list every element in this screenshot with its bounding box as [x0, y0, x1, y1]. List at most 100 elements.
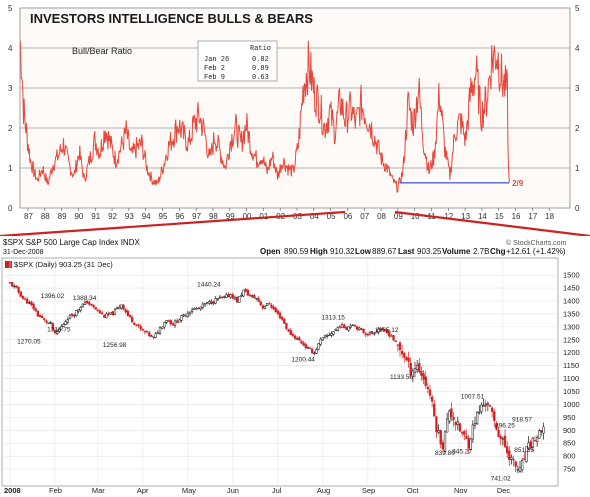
spx-candle-body	[441, 442, 445, 450]
spx-candle-body	[465, 435, 468, 439]
spx-candle-body	[445, 418, 449, 433]
ii-x-tick-label: 97	[192, 212, 201, 221]
ii-x-tick-label: 87	[24, 212, 33, 221]
spx-candle-body	[100, 312, 104, 315]
spx-candle-body	[154, 333, 157, 338]
spx-candle-body	[300, 340, 303, 344]
spx-candle-body	[319, 338, 322, 345]
spx-candle-body	[32, 303, 35, 309]
ii-x-tick-label: 12	[444, 212, 453, 221]
spx-candle-body	[36, 310, 40, 317]
spx-panel: $SPX S&P 500 Large Cap Index INDX 31-Dec…	[0, 236, 590, 497]
ii-x-tick-label: 17	[528, 212, 537, 221]
spx-candle-body	[503, 435, 507, 448]
spx-candle-body	[478, 411, 481, 414]
spx-candle-body	[34, 308, 37, 312]
spx-chg-value: +12.61 (+1.42%)	[506, 247, 566, 256]
spx-candle-body	[313, 352, 316, 354]
ii-annotation-label: 2/9	[512, 179, 524, 188]
spx-candle-body	[394, 340, 397, 343]
spx-price-annotation: 1256.98	[103, 342, 127, 349]
spx-high-value: 910.32	[330, 247, 355, 256]
spx-candle-body	[58, 328, 61, 332]
spx-candle-body	[133, 322, 136, 325]
spx-candle-body	[240, 294, 243, 297]
spx-candle-body	[79, 307, 82, 311]
spx-candle-body	[306, 347, 310, 349]
spx-candle-body	[77, 309, 80, 312]
ii-table-header: Ratio	[250, 45, 271, 53]
ii-x-tick-label: 88	[41, 212, 50, 221]
ii-x-ticks: 8788899091929394959697989900010203040506…	[24, 208, 555, 221]
spx-candle-body	[178, 319, 181, 323]
spx-candle-body	[355, 326, 359, 330]
spx-candle-body	[467, 437, 470, 449]
spx-date-label: 31-Dec-2008	[3, 249, 44, 256]
spx-candle-body	[323, 335, 327, 338]
spx-candle-body	[244, 288, 247, 292]
spx-candle-body	[510, 457, 513, 460]
spx-candle-body	[60, 326, 63, 330]
spx-candle-body	[263, 306, 267, 309]
spx-last-label: Last	[398, 247, 415, 256]
spx-candle-body	[158, 327, 162, 334]
spx-candle-body	[66, 318, 70, 323]
spx-price-annotation: 1440.24	[197, 282, 221, 289]
spx-price-annotation: 1270.05	[17, 339, 41, 346]
ii-table-row-value: 0.82	[252, 56, 269, 64]
ii-table-row-date: Feb 9	[204, 74, 225, 82]
spx-y-tick-label: 1300	[563, 322, 580, 331]
spx-candle-body	[17, 286, 20, 293]
spx-candle-body	[212, 302, 215, 304]
spx-candle-body	[270, 304, 273, 308]
spx-y-ticks: 1500 1450 1400 1350 1300 1250 1200 1150 1100 1050…	[563, 271, 580, 474]
spx-candle-body	[19, 291, 22, 297]
spx-candle-body	[435, 416, 438, 433]
spx-candle-body	[276, 310, 280, 314]
spx-candle-body	[450, 408, 453, 418]
spx-price-annotation: 1313.15	[321, 314, 345, 321]
spx-candle-body	[145, 330, 149, 333]
spx-candle-body	[255, 297, 258, 300]
spx-candle-body	[531, 437, 535, 448]
spx-candle-body	[437, 430, 440, 433]
spx-candle-body	[330, 333, 333, 336]
spx-candle-body	[364, 333, 367, 335]
spx-candle-body	[165, 320, 168, 323]
ii-x-tick-label: 89	[58, 212, 67, 221]
spx-candle-body	[115, 307, 119, 309]
ii-y-tick-label: 0	[575, 204, 580, 213]
spx-candle-body	[501, 438, 505, 440]
spx-candle-body	[473, 423, 477, 426]
spx-candle-body	[103, 314, 106, 318]
ii-x-tick-label: 94	[142, 212, 151, 221]
spx-candle-body	[430, 396, 434, 402]
spx-title: $SPX S&P 500 Large Cap Index INDX	[3, 238, 140, 247]
spx-candle-body	[188, 311, 192, 315]
spx-candle-body	[493, 411, 496, 422]
spx-x-tick-label: Jul	[272, 486, 282, 495]
spx-plot-frame	[1, 257, 559, 487]
spx-price-annotation: 1316.75	[47, 327, 71, 334]
spx-candle-body	[216, 298, 220, 300]
spx-candle-body	[295, 338, 299, 340]
spx-candle-body	[43, 318, 46, 320]
ii-x-tick-label: 92	[108, 212, 117, 221]
spx-candle-body	[128, 315, 132, 318]
ii-x-tick-label: 08	[377, 212, 386, 221]
spx-candle-body	[298, 337, 301, 341]
spx-candle-body	[310, 348, 314, 354]
spx-price-annotation: 839.80	[435, 450, 455, 457]
spx-candle-body	[405, 356, 408, 360]
spx-candle-body	[94, 307, 97, 310]
spx-candle-body	[90, 303, 93, 306]
spx-candle-body	[107, 313, 110, 315]
ii-x-tick-label: 00	[243, 212, 252, 221]
spx-candle-body	[160, 326, 164, 329]
ii-x-tick-label: 18	[545, 212, 554, 221]
spx-candle-body	[443, 431, 447, 452]
spx-low-value: 889.67	[372, 247, 397, 256]
spx-candle-body	[433, 403, 436, 417]
spx-price-annotation: 845.27	[452, 448, 472, 455]
spx-candle-body	[486, 403, 490, 405]
